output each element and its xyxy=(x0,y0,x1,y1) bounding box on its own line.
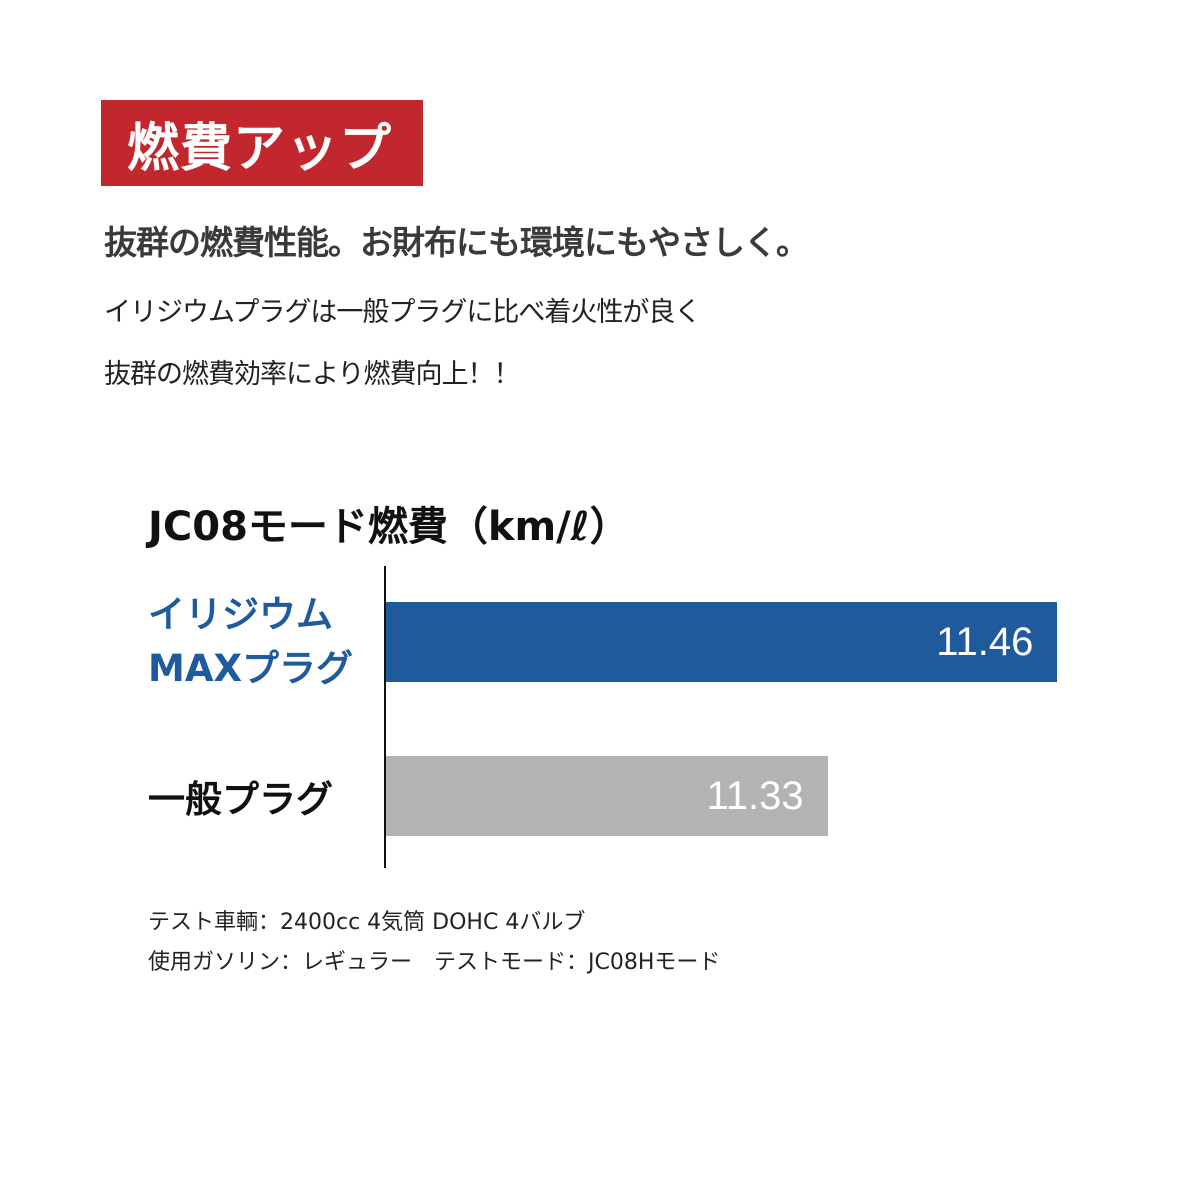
body-line: イリジウムプラグは一般プラグに比べ着火性が良く xyxy=(104,297,701,328)
category-label-iridium: イリジウム MAXプラグ xyxy=(148,588,353,696)
headline: 抜群の燃費性能。お財布にも環境にもやさしく。 xyxy=(104,223,809,262)
data-label: 11.33 xyxy=(706,774,804,818)
bar-iridium: 11.46 xyxy=(386,602,1058,682)
body-line: 抜群の燃費効率により燃費向上！！ xyxy=(104,359,520,390)
category-line: MAXプラグ xyxy=(148,647,353,690)
category-label-standard: 一般プラグ xyxy=(148,773,333,827)
badge: 燃費アップ xyxy=(101,100,423,186)
category-line: イリジウム xyxy=(148,593,333,636)
chart-title: JC08モード燃費（km/ℓ） xyxy=(148,504,630,550)
footnote: テスト車輌：2400cc 4気筒 DOHC 4バルブ xyxy=(148,910,586,935)
bar-standard: 11.33 xyxy=(386,756,828,836)
category-line: 一般プラグ xyxy=(148,778,333,821)
data-label: 11.46 xyxy=(936,620,1034,664)
chart-axis xyxy=(384,566,386,868)
footnote: 使用ガソリン：レギュラー テストモード：JC08Hモード xyxy=(148,950,721,975)
